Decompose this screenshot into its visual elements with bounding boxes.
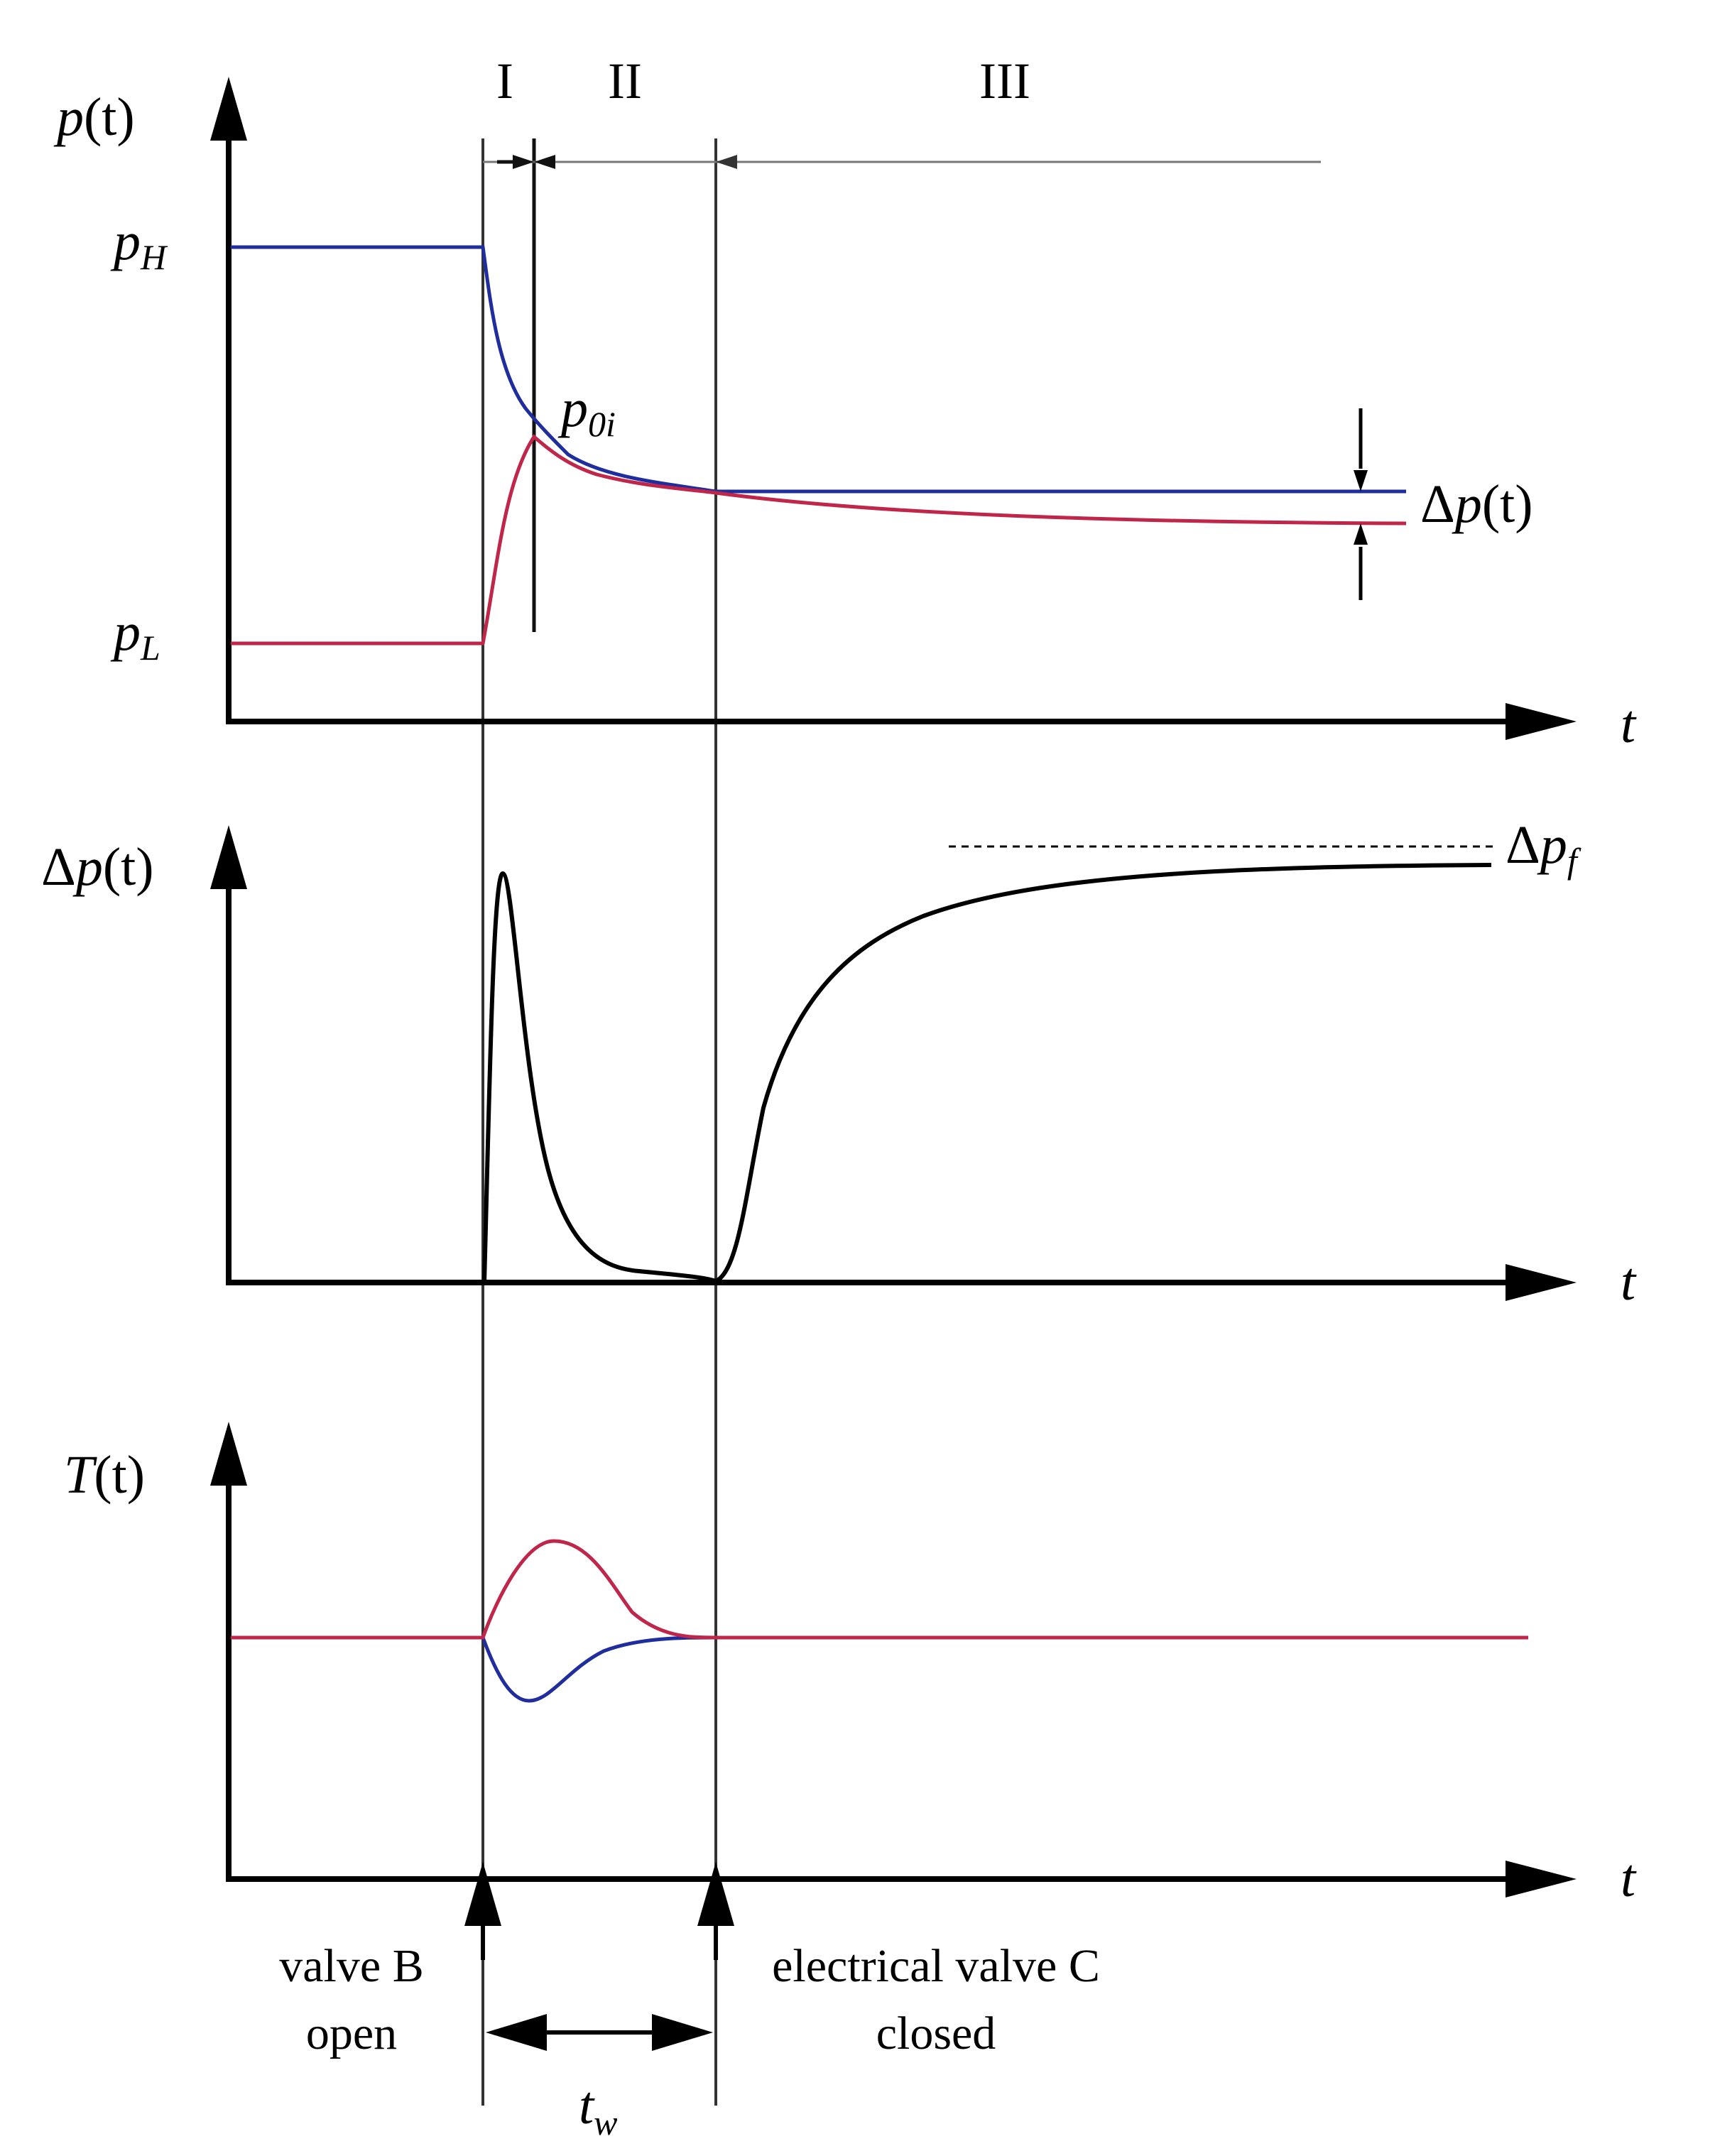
- delta-p-final-label: Δpf: [1506, 815, 1581, 881]
- delta-p-label-top: Δp(t): [1420, 474, 1533, 534]
- high-side-temperature-curve: [231, 1539, 1528, 1640]
- valve-c-event-arrow: [697, 1862, 734, 1926]
- top-y-axis-arrow: [210, 77, 247, 141]
- p-high-label: pH: [110, 212, 168, 277]
- region-label-I: I: [496, 53, 513, 109]
- valve-b-label-line2: open: [306, 2008, 397, 2059]
- top-x-axis-arrow: [1506, 703, 1577, 740]
- region-label-III: III: [979, 53, 1030, 109]
- tw-label: tw: [579, 2076, 617, 2143]
- middle-x-axis-label: t: [1621, 1252, 1637, 1312]
- low-pressure-curve: [231, 434, 1407, 646]
- bottom-y-axis-label: T(t): [64, 1445, 145, 1505]
- region-label-II: II: [608, 53, 642, 109]
- bottom-panel: T(t) t: [64, 1422, 1637, 1908]
- top-panel: p(t) t pH pL p0i Δp(t): [53, 77, 1637, 754]
- region-arrow-right-I: [513, 155, 534, 169]
- top-y-axis-label: p(t): [53, 87, 135, 147]
- middle-x-axis-arrow: [1506, 1264, 1577, 1301]
- delta-indicator-lower-arrow: [1354, 523, 1368, 545]
- bottom-x-axis-arrow: [1506, 1861, 1577, 1898]
- valve-b-label-line1: valve B: [279, 1940, 423, 1992]
- bottom-y-axis-arrow: [210, 1422, 247, 1486]
- valve-c-label-line2: closed: [876, 2008, 996, 2059]
- event-markers: valve B open electrical valve C closed t…: [279, 1862, 1100, 2143]
- p-low-label: pL: [110, 602, 160, 668]
- tw-arrow-right: [652, 2014, 713, 2051]
- region-arrow-left-III: [716, 155, 737, 169]
- high-pressure-curve: [231, 245, 1406, 494]
- tw-arrow-left: [486, 2014, 547, 2051]
- valve-b-event-arrow: [464, 1862, 501, 1926]
- middle-y-axis-label: Δp(t): [41, 837, 154, 897]
- middle-y-axis-arrow: [210, 825, 247, 889]
- valve-c-label-line1: electrical valve C: [772, 1940, 1100, 1992]
- p-0i-label: p0i: [557, 379, 616, 444]
- top-x-axis-label: t: [1621, 695, 1637, 754]
- delta-indicator-upper-arrow: [1354, 470, 1368, 491]
- middle-panel: Δp(t) t Δpf: [41, 815, 1637, 1312]
- region-arrow-left-II: [534, 155, 555, 169]
- bottom-x-axis-label: t: [1621, 1849, 1637, 1908]
- pressure-difference-curve: [482, 863, 1492, 1284]
- low-side-temperature-curve: [481, 1635, 717, 1703]
